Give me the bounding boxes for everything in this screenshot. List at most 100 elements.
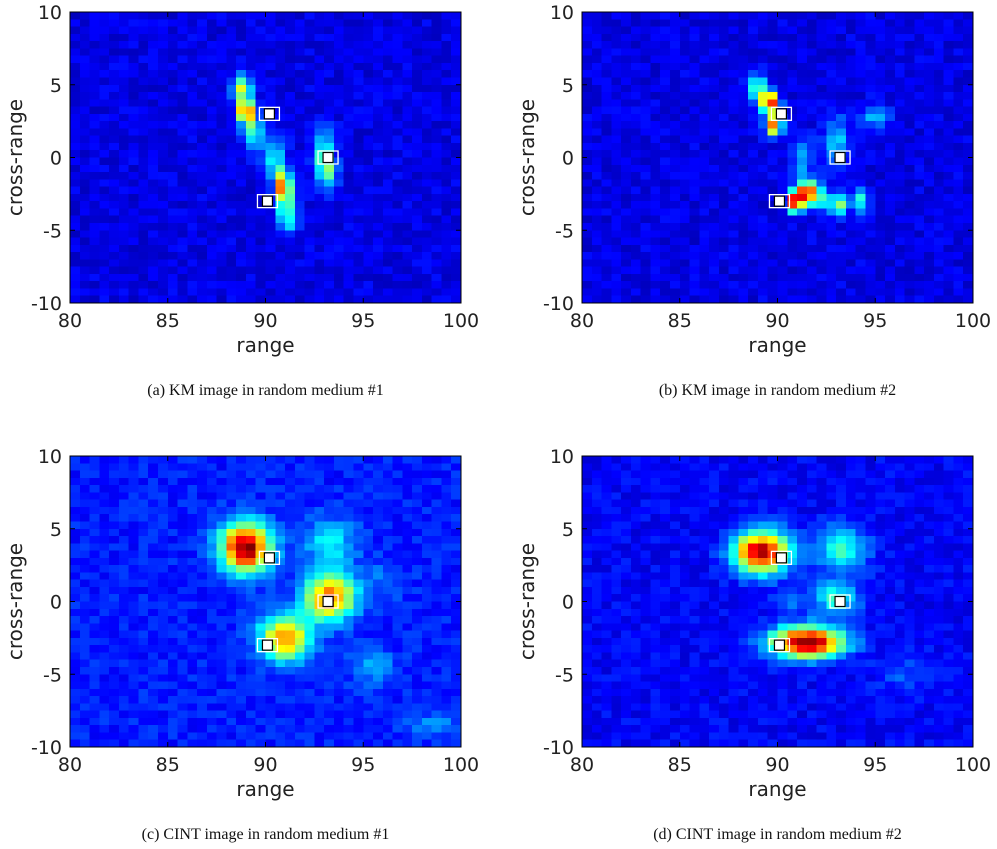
heatmap-cell xyxy=(914,281,925,290)
heatmap-cell xyxy=(933,84,945,93)
heatmap-cell xyxy=(582,674,593,683)
heatmap-cell xyxy=(265,41,276,49)
heatmap-cell xyxy=(353,608,364,617)
heatmap-cell xyxy=(836,128,847,137)
heatmap-cell xyxy=(787,48,798,57)
heatmap-cell xyxy=(591,572,603,581)
heatmap-cell xyxy=(669,62,681,71)
heatmap-cell xyxy=(451,630,462,639)
heatmap-cell xyxy=(304,281,315,290)
heatmap-cell xyxy=(216,150,228,159)
heatmap-cell xyxy=(275,135,286,144)
heatmap-cell xyxy=(421,252,433,260)
heatmap-cell xyxy=(421,55,433,64)
heatmap-cell xyxy=(99,179,110,188)
heatmap-cell xyxy=(363,201,374,210)
heatmap-cell xyxy=(601,106,612,115)
heatmap-cell xyxy=(431,252,443,260)
heatmap-cell xyxy=(363,252,374,260)
heatmap-cell xyxy=(914,259,925,268)
heatmap-cell xyxy=(582,186,593,195)
heatmap-cell xyxy=(245,157,257,166)
heatmap-cell xyxy=(353,237,364,246)
heatmap-cell xyxy=(591,26,603,35)
heatmap-cell xyxy=(216,113,228,122)
heatmap-cell xyxy=(402,12,413,20)
heatmap-cell xyxy=(826,12,837,20)
heatmap-cell xyxy=(718,273,730,282)
heatmap-cell xyxy=(748,121,759,130)
heatmap-cell xyxy=(314,113,325,122)
heatmap-cell xyxy=(79,565,91,574)
heatmap-cell xyxy=(757,273,769,282)
heatmap-cell xyxy=(343,485,355,493)
heatmap-cell xyxy=(138,572,149,581)
heatmap-cell xyxy=(353,55,364,64)
heatmap-cell xyxy=(245,41,257,49)
heatmap-cell xyxy=(236,710,247,719)
heatmap-cell xyxy=(118,237,130,246)
heatmap-cell xyxy=(333,674,345,683)
heatmap-cell xyxy=(99,19,110,28)
heatmap-cell xyxy=(157,33,169,42)
heatmap-cell xyxy=(197,295,208,304)
heatmap-cell xyxy=(304,739,315,748)
heatmap-cell xyxy=(855,244,867,253)
heatmap-cell xyxy=(953,77,964,86)
heatmap-cell xyxy=(333,222,345,231)
heatmap-cell xyxy=(806,288,818,297)
heatmap-cell xyxy=(70,594,81,603)
heatmap-cell xyxy=(738,172,749,180)
heatmap-cell xyxy=(118,710,130,719)
heatmap-cell xyxy=(148,645,159,654)
heatmap-cell xyxy=(914,172,925,180)
heatmap-cell xyxy=(314,230,325,239)
heatmap-cell xyxy=(836,99,847,108)
heatmap-cell xyxy=(441,637,452,646)
heatmap-cell xyxy=(294,230,306,239)
y-axis-label: cross-range xyxy=(3,543,27,660)
heatmap-cell xyxy=(363,579,374,588)
heatmap-cell xyxy=(255,710,267,719)
heatmap-cell xyxy=(109,62,120,71)
heatmap-cell xyxy=(118,295,130,304)
heatmap-cell xyxy=(738,259,749,268)
heatmap-cell xyxy=(294,565,306,574)
heatmap-cell xyxy=(885,208,896,217)
heatmap-cell xyxy=(216,623,228,632)
heatmap-cell xyxy=(630,135,642,144)
heatmap-cell xyxy=(138,128,149,137)
heatmap-cell xyxy=(89,732,100,741)
heatmap-cell xyxy=(806,179,818,188)
heatmap-cell xyxy=(451,266,462,275)
heatmap-cell xyxy=(216,172,228,180)
heatmap-cell xyxy=(441,186,452,195)
heatmap-cell xyxy=(441,666,452,675)
heatmap-cell xyxy=(441,499,452,508)
heatmap-cell xyxy=(621,55,632,64)
heatmap-cell xyxy=(206,121,218,130)
heatmap-cell xyxy=(245,201,257,210)
heatmap-cell xyxy=(138,150,149,159)
heatmap-cell xyxy=(943,266,955,275)
heatmap-cell xyxy=(324,696,335,704)
heatmap-cell xyxy=(236,645,247,654)
heatmap-cell xyxy=(216,222,228,231)
heatmap-cell xyxy=(441,273,452,282)
heatmap-cell xyxy=(255,150,267,159)
heatmap-cell xyxy=(157,186,169,195)
heatmap-cell xyxy=(582,456,593,464)
heatmap-cell xyxy=(421,62,433,71)
heatmap-cell xyxy=(109,688,120,697)
heatmap-cell xyxy=(128,106,140,115)
heatmap-cell xyxy=(757,55,769,64)
heatmap-cell xyxy=(157,70,169,79)
heatmap-cell xyxy=(412,623,423,632)
heatmap-cell xyxy=(187,70,198,79)
heatmap-cell xyxy=(285,601,296,610)
heatmap-cell xyxy=(441,230,452,239)
heatmap-cell xyxy=(441,536,452,544)
heatmap-cell xyxy=(197,652,208,661)
heatmap-cell xyxy=(236,48,247,57)
heatmap-cell xyxy=(216,536,228,544)
